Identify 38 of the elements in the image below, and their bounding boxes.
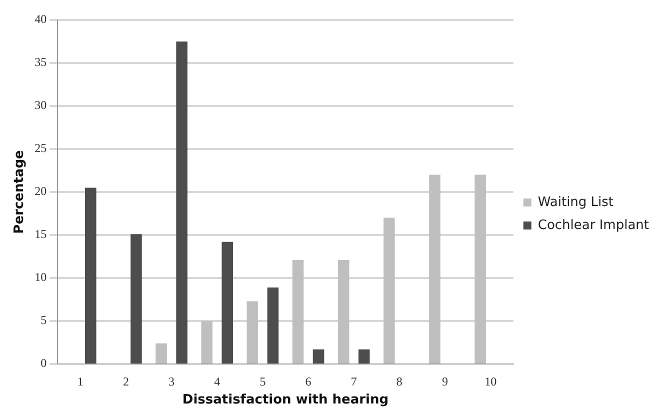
x-tick-label: 1 xyxy=(77,374,84,388)
y-tick-label: 10 xyxy=(34,270,47,284)
y-tick-label: 0 xyxy=(40,356,47,370)
bar xyxy=(222,242,234,364)
y-tick-label: 20 xyxy=(34,184,47,198)
y-axis-title: Percentage xyxy=(12,150,28,234)
x-tick-label: 2 xyxy=(122,374,129,388)
x-tick-label: 3 xyxy=(168,374,175,388)
legend-label: Waiting List xyxy=(538,194,614,210)
bar xyxy=(429,174,440,364)
bar xyxy=(474,174,486,364)
bar xyxy=(292,260,304,364)
bar xyxy=(201,321,213,364)
x-tick-label: 9 xyxy=(442,374,448,388)
bar xyxy=(85,188,96,364)
bar xyxy=(246,301,258,364)
x-tick-label: 4 xyxy=(214,374,220,388)
bar xyxy=(130,234,142,364)
y-tick-label: 5 xyxy=(40,313,47,328)
bar xyxy=(358,349,370,364)
x-tick-label: 7 xyxy=(350,374,357,388)
bar xyxy=(338,260,350,364)
y-tick-label: 35 xyxy=(34,55,47,70)
x-tick-label: 10 xyxy=(484,374,497,388)
bar xyxy=(267,287,279,364)
bar xyxy=(312,349,324,364)
x-axis-title: Dissatisfaction with hearing xyxy=(182,392,389,408)
x-tick-label: 5 xyxy=(260,374,266,388)
bar xyxy=(176,42,188,364)
legend-label: Cochlear Implant xyxy=(538,218,650,233)
x-tick-label: 6 xyxy=(305,374,312,388)
bar xyxy=(156,343,167,364)
bar xyxy=(384,218,395,364)
y-tick-label: 30 xyxy=(34,98,47,112)
y-tick-label: 40 xyxy=(34,12,47,26)
y-tick-label: 15 xyxy=(34,227,47,242)
x-tick-label: 8 xyxy=(396,374,402,388)
y-tick-label: 25 xyxy=(34,141,47,156)
